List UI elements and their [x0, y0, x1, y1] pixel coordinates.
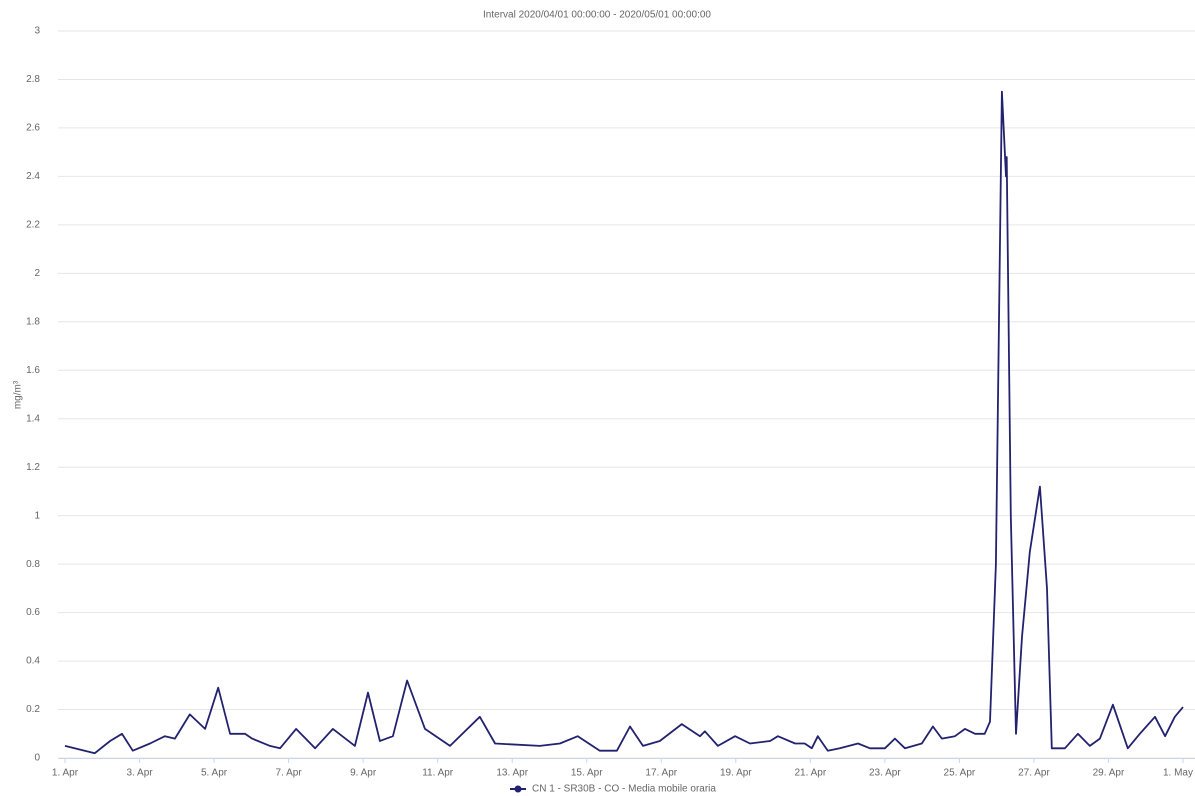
- y-tick-label: 2.2: [26, 220, 40, 231]
- x-tick-label: 1. May: [1163, 768, 1193, 779]
- x-tick-label: 15. Apr: [571, 768, 603, 779]
- y-tick-label: 1.4: [26, 413, 40, 424]
- y-tick-label: 0.2: [26, 704, 40, 715]
- y-tick-label: 1.8: [26, 316, 40, 327]
- y-tick-label: 0: [34, 753, 40, 764]
- legend-label: CN 1 - SR30B - CO - Media mobile oraria: [532, 784, 716, 795]
- x-tick-label: 21. Apr: [794, 768, 826, 779]
- y-tick-label: 2.4: [26, 171, 40, 182]
- y-tick-label: 2.8: [26, 74, 40, 85]
- chart-title: Interval 2020/04/01 00:00:00 - 2020/05/0…: [483, 10, 711, 21]
- x-tick-label: 13. Apr: [496, 768, 528, 779]
- x-tick-label: 27. Apr: [1018, 768, 1050, 779]
- x-tick-label: 11. Apr: [422, 768, 454, 779]
- x-tick-label: 29. Apr: [1093, 768, 1125, 779]
- y-tick-label: 3: [34, 26, 40, 37]
- y-tick-label: 1: [34, 510, 40, 521]
- x-tick-label: 5. Apr: [201, 768, 228, 779]
- y-tick-label: 0.4: [26, 656, 40, 667]
- y-tick-label: 2: [34, 268, 40, 279]
- x-tick-label: 7. Apr: [276, 768, 303, 779]
- y-axis-label: mg/m³: [13, 380, 24, 409]
- x-tick-label: 19. Apr: [720, 768, 752, 779]
- x-tick-label: 1. Apr: [52, 768, 79, 779]
- x-tick-label: 3. Apr: [126, 768, 153, 779]
- y-tick-label: 1.6: [26, 365, 40, 376]
- y-tick-label: 0.6: [26, 607, 40, 618]
- x-tick-label: 17. Apr: [645, 768, 677, 779]
- y-tick-label: 1.2: [26, 462, 40, 473]
- y-tick-label: 2.6: [26, 123, 40, 134]
- x-tick-label: 9. Apr: [350, 768, 377, 779]
- series-line: [64, 90, 1184, 755]
- x-tick-label: 23. Apr: [869, 768, 901, 779]
- y-tick-label: 0.8: [26, 559, 40, 570]
- x-tick-label: 25. Apr: [944, 768, 976, 779]
- legend-marker: [514, 785, 522, 793]
